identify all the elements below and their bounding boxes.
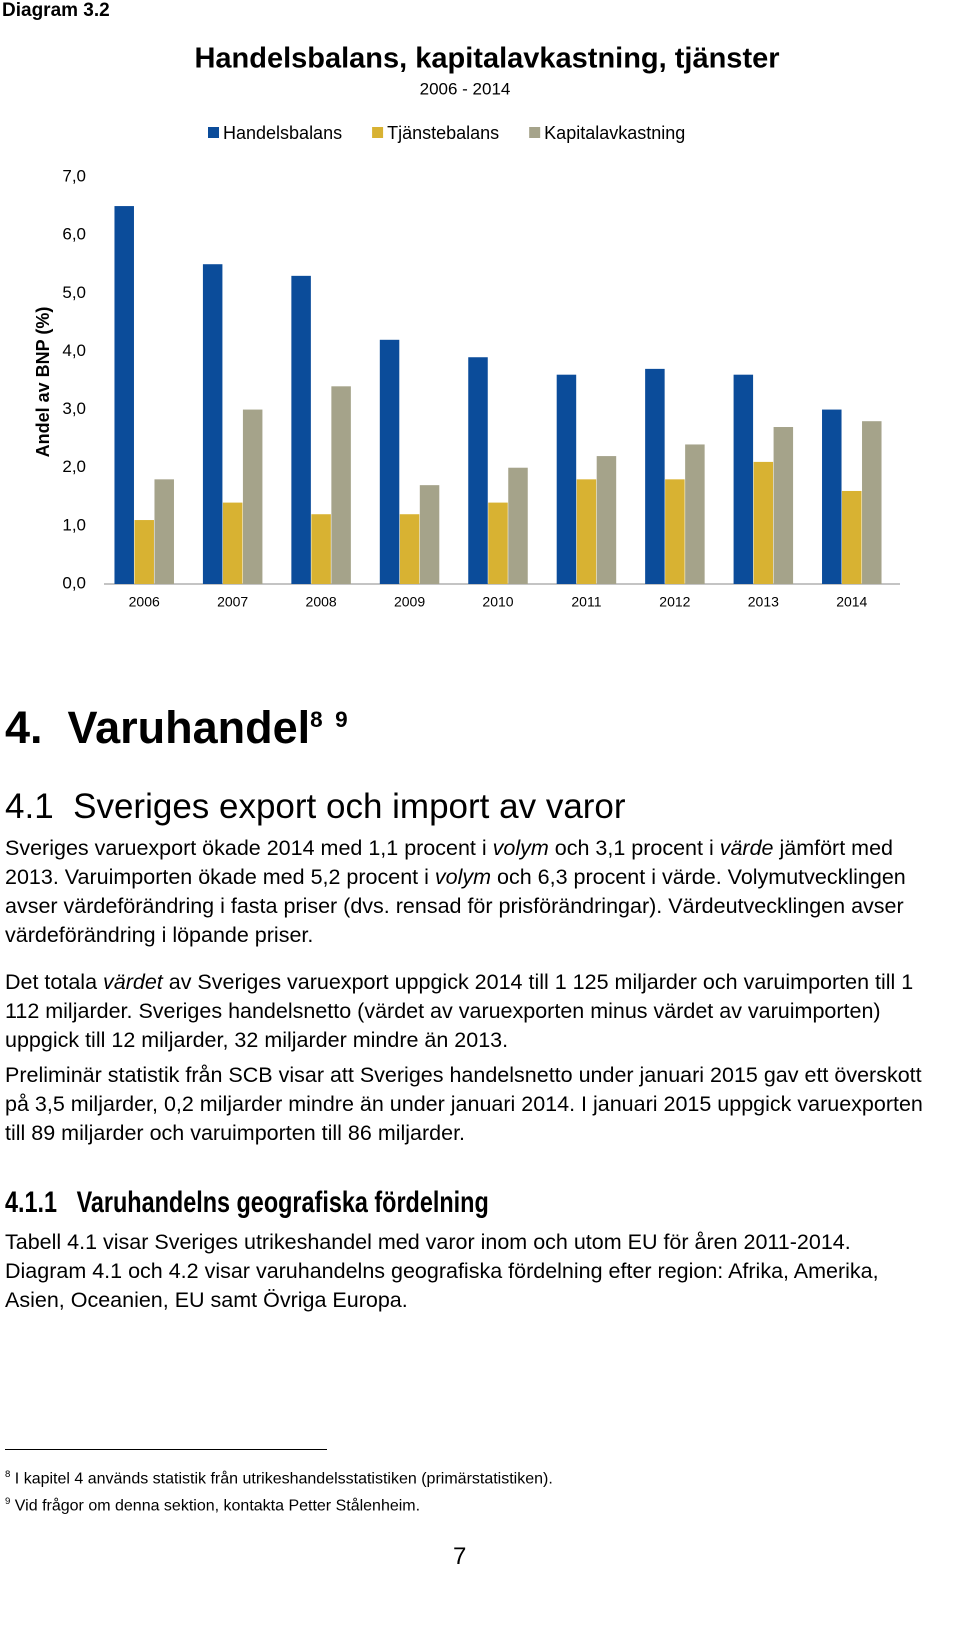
text-run: Preliminär statistik från SCB visar att … [5,1063,923,1145]
footnote: 8 I kapitel 4 används statistik från utr… [5,1463,553,1490]
bar [685,444,705,584]
bar [468,357,488,584]
x-tick-label: 2007 [217,594,248,610]
text-run: Tabell 4.1 visar Sveriges utrikeshandel … [5,1230,879,1312]
x-tick-label: 2012 [659,594,690,610]
text-run: Det totala [5,970,103,994]
footnotes: 8 I kapitel 4 används statistik från utr… [5,1463,553,1518]
text-run: jämfört med 2013. Varuimporten ökade med… [5,836,893,889]
chart-title: Handelsbalans, kapitalavkastning, tjänst… [194,43,779,75]
footnote-number: 8 [5,1469,11,1480]
paragraph: Sveriges varuexport ökade 2014 med 1,1 p… [5,834,925,950]
y-tick-label: 1,0 [62,515,86,534]
legend-label: Kapitalavkastning [544,123,685,143]
footnote-rule [5,1449,327,1450]
x-tick-label: 2006 [129,594,160,610]
x-tick-label: 2010 [482,594,513,610]
legend-swatch [372,127,384,138]
bar [134,520,154,584]
text-run: värde [719,836,774,860]
chart-subtitle: 2006 - 2014 [420,79,511,98]
bar [379,339,400,584]
page-number: 7 [453,1543,467,1570]
section-heading: 4.1 Sveriges export och import av varor [5,785,626,829]
bar [822,409,842,584]
paragraph: Preliminär statistik från SCB visar att … [5,1061,925,1148]
legend-label: Tjänstebalans [387,123,499,143]
text-run: och 6,3 procent i värde. Volymutveckling… [5,865,906,947]
y-tick-label: 0,0 [62,573,86,592]
heading: 4. Varuhandel8 9 [5,690,348,758]
text-run: Sveriges varuexport ökade 2014 med 1,1 p… [5,836,493,860]
legend-label: Handelsbalans [223,123,342,143]
x-tick-label: 2009 [394,594,425,610]
legend-swatch [529,127,541,138]
bar [419,485,440,584]
chart: Handelsbalans, kapitalavkastning, tjänst… [33,43,900,610]
x-tick-label: 2014 [836,594,867,610]
bar [202,264,223,584]
text-run: volym [434,865,492,889]
legend-swatch [208,127,219,138]
y-tick-label: 6,0 [62,225,86,244]
y-tick-label: 5,0 [62,283,86,302]
bar [556,374,577,584]
heading-number: 4. [5,702,43,753]
section-number: 4.1 [5,787,54,826]
bar [399,514,420,584]
bar [733,374,754,584]
bar [291,275,311,584]
heading-title: Varuhandel [67,702,311,753]
section-title: Sveriges export och import av varor [73,787,626,826]
footnote-number: 9 [5,1496,11,1508]
bar [488,502,508,584]
x-tick-label: 2011 [571,594,601,610]
bar [154,479,174,584]
y-tick-label: 3,0 [62,399,86,418]
bar [596,456,617,584]
text-run: värdet [103,970,163,994]
text-run: volym [492,836,549,860]
bar [773,427,794,584]
subsection-heading: 4.1.1 Varuhandelns geografiska fördelnin… [5,1183,489,1223]
y-axis-label: Andel av BNP (%) [33,307,53,458]
bar [645,368,665,584]
bar [842,490,862,584]
footnote-ref: 8 [310,707,323,732]
bar [114,206,134,585]
bar [222,502,243,584]
y-tick-label: 2,0 [62,457,86,476]
x-tick-label: 2008 [306,594,337,610]
bar [508,467,528,584]
text-run: och 3,1 procent i [548,836,720,860]
x-tick-label: 2013 [748,594,779,610]
y-tick-label: 4,0 [62,341,86,360]
footnote-ref: 9 [335,707,348,732]
footnote-text: Vid frågor om denna sektion, kontakta Pe… [14,1497,421,1515]
y-tick-label: 7,0 [62,166,86,185]
bar [862,421,882,584]
subsection-title: Varuhandelns geografiska fördelning [76,1186,489,1219]
paragraph: Det totala värdet av Sveriges varuexport… [5,968,925,1055]
footnote-text: I kapitel 4 används statistik från utrik… [14,1470,553,1488]
text-run: av Sveriges varuexport uppgick 2014 till… [5,970,914,1052]
diagram-label: Diagram 3.2 [2,0,110,21]
bar [311,514,331,584]
footnote: 9 Vid frågor om denna sektion, kontakta … [5,1490,553,1517]
paragraph: Tabell 4.1 visar Sveriges utrikeshandel … [5,1228,925,1315]
bar [665,479,685,584]
bar [576,479,597,584]
bar [242,409,263,584]
bar [753,461,774,584]
bar [331,386,351,584]
subsection-number: 4.1.1 [5,1186,58,1219]
